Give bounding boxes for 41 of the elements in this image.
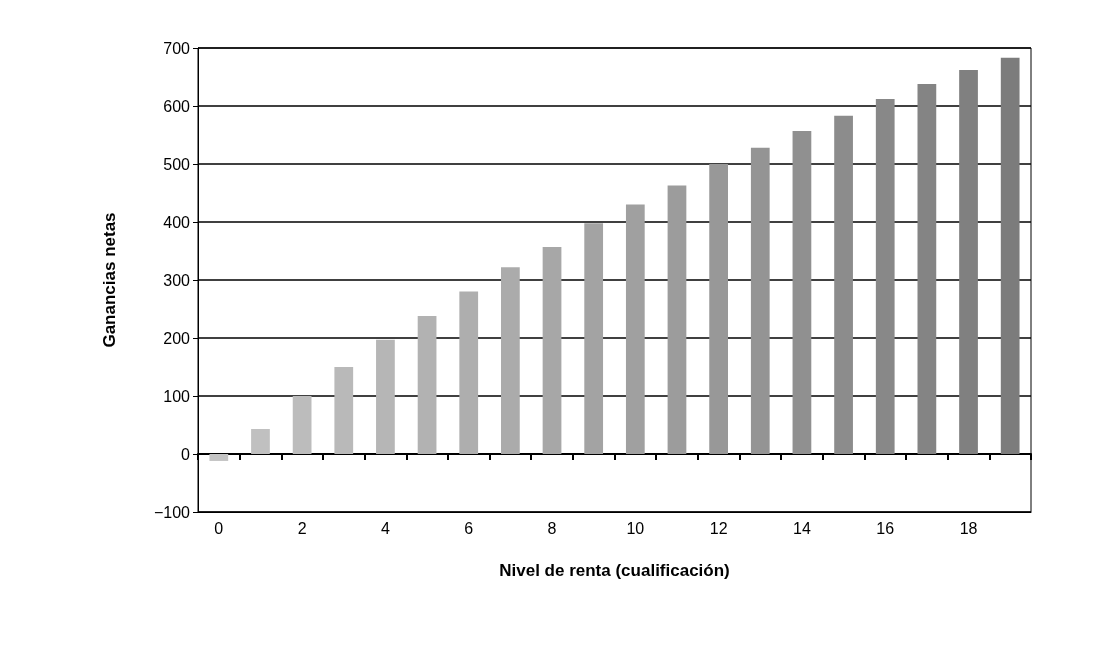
- y-tick-label: 700: [163, 39, 191, 57]
- bar: [667, 185, 687, 454]
- y-tick-label: 500: [163, 155, 191, 173]
- bar: [334, 367, 354, 454]
- bar: [834, 115, 853, 454]
- x-tick-label: 0: [214, 519, 224, 537]
- bar: [251, 429, 270, 454]
- y-tick-label: −100: [153, 503, 191, 521]
- x-tick-label: 18: [959, 519, 978, 537]
- x-axis-title: Nivel de renta (cualificación): [499, 561, 730, 580]
- bar: [376, 339, 395, 454]
- bar: [459, 291, 479, 454]
- y-tick-label: 0: [181, 445, 191, 463]
- bar: [709, 164, 728, 454]
- bar: [542, 246, 562, 454]
- y-axis-title: Ganancias netas: [100, 212, 119, 348]
- bar: [750, 147, 770, 454]
- x-tick-label: 4: [380, 519, 390, 537]
- x-tick-label: 14: [793, 519, 811, 537]
- x-tick-label: 10: [626, 519, 645, 537]
- x-tick-label: 6: [464, 519, 474, 537]
- bar: [1000, 57, 1020, 454]
- y-tick-label: 600: [163, 97, 191, 115]
- bar: [417, 315, 437, 454]
- bar: [584, 223, 604, 454]
- bar: [292, 396, 312, 454]
- y-tick-label: 100: [163, 387, 191, 405]
- x-tick-label: 12: [709, 519, 728, 537]
- bar: [625, 204, 645, 454]
- bar: [501, 267, 520, 454]
- x-tick-label: 2: [297, 519, 307, 537]
- bar: [875, 99, 895, 454]
- bar: [209, 454, 229, 461]
- x-tick-label: 8: [547, 519, 557, 537]
- bar: [959, 70, 978, 454]
- y-tick-label: 400: [163, 213, 191, 231]
- bar: [917, 83, 937, 454]
- y-tick-label: 200: [163, 329, 191, 347]
- y-tick-label: 300: [163, 271, 191, 289]
- bar: [792, 130, 812, 454]
- x-tick-label: 16: [876, 519, 895, 537]
